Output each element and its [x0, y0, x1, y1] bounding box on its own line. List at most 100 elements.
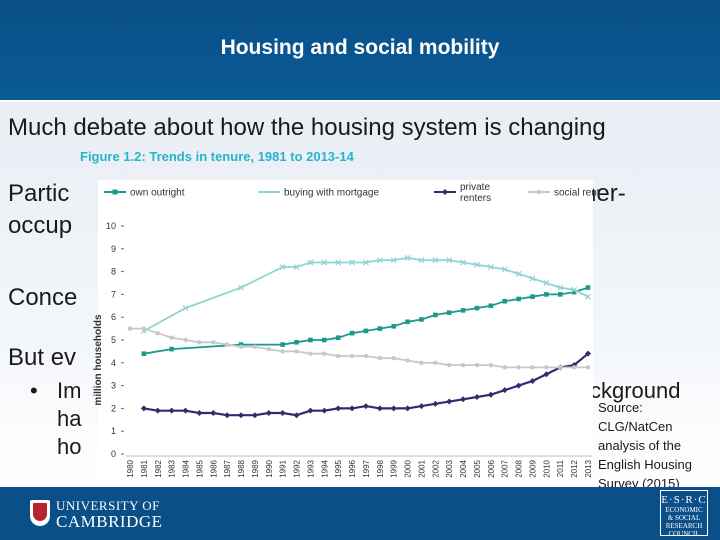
- data-point: [238, 344, 244, 350]
- esrc-logo: E·S·R·C ECONOMIC & SOCIAL RESEARCH COUNC…: [660, 490, 708, 538]
- data-point: [210, 409, 217, 416]
- data-point: [321, 407, 328, 414]
- legend-label: private: [460, 182, 490, 193]
- data-point: [335, 335, 341, 341]
- x-tick-label: 1995: [334, 459, 343, 477]
- x-tick-label: 2013: [584, 459, 593, 477]
- data-point: [140, 405, 147, 412]
- data-point: [543, 280, 550, 286]
- data-point: [460, 362, 466, 368]
- data-point: [168, 407, 175, 414]
- data-point: [169, 335, 174, 340]
- x-tick-label: 2006: [487, 459, 496, 477]
- x-tick-label: 2012: [570, 459, 579, 477]
- data-point: [488, 362, 494, 368]
- data-point: [418, 257, 425, 264]
- series-line-social-renters: [130, 327, 588, 369]
- x-tick-label: 2002: [431, 459, 440, 477]
- data-point: [335, 259, 342, 266]
- data-point: [362, 403, 369, 410]
- data-point: [238, 412, 245, 419]
- data-point: [182, 407, 189, 414]
- data-point: [293, 264, 300, 270]
- series-line-buying-with-mortgage: [143, 256, 589, 332]
- data-point: [404, 254, 411, 261]
- data-point: [585, 285, 591, 290]
- x-tick-label: 2001: [417, 459, 426, 477]
- university-line1: UNIVERSITY OF: [56, 498, 160, 513]
- y-tick-label: 1: [111, 426, 116, 436]
- x-tick-label: 1989: [251, 459, 260, 477]
- x-tick-label: 2004: [459, 459, 468, 477]
- university-line2: CAMBRIDGE: [56, 512, 163, 531]
- data-point: [349, 405, 356, 412]
- data-point: [280, 349, 285, 354]
- slide-title: Housing and social mobility: [220, 36, 500, 59]
- chart-legend: own outright buying with mortgage privater…: [104, 182, 600, 204]
- data-point: [460, 259, 467, 266]
- x-tick-label: 1985: [195, 459, 204, 477]
- data-point: [307, 259, 314, 266]
- data-point: [238, 342, 244, 347]
- data-point: [308, 351, 313, 356]
- legend-label: own outright: [130, 188, 185, 199]
- y-tick-label: 5: [111, 335, 116, 345]
- data-point: [294, 349, 299, 354]
- x-tick-label: 2008: [515, 459, 524, 477]
- bullet-3: Conce: [8, 284, 78, 311]
- x-tick-label: 1981: [140, 459, 149, 477]
- data-point: [419, 317, 424, 322]
- data-point: [169, 346, 174, 352]
- x-tick-label: 1990: [265, 459, 274, 477]
- data-point: [571, 286, 578, 293]
- data-point: [585, 350, 591, 357]
- data-point: [418, 403, 425, 410]
- data-point: [530, 294, 535, 299]
- y-tick-label: 4: [111, 358, 116, 368]
- data-point: [432, 400, 439, 407]
- x-tick-label: 2000: [404, 459, 413, 477]
- data-point: [224, 412, 231, 419]
- x-tick-label: 2009: [528, 459, 537, 477]
- legend-marker: [536, 189, 542, 195]
- data-point: [558, 365, 563, 370]
- chart-background: [98, 180, 593, 480]
- data-point: [516, 296, 521, 302]
- x-tick-label: 1998: [376, 459, 385, 477]
- data-point: [280, 342, 285, 347]
- data-point: [571, 289, 577, 295]
- data-point: [433, 312, 438, 318]
- x-tick-label: 1992: [293, 459, 302, 477]
- data-point: [293, 412, 300, 419]
- data-point: [377, 356, 383, 361]
- chart-title: Figure 1.2: Trends in tenure, 1981 to 20…: [80, 149, 354, 164]
- x-tick-label: 2011: [556, 459, 565, 477]
- data-point: [446, 310, 452, 315]
- data-point: [474, 261, 480, 268]
- data-point: [321, 259, 328, 266]
- x-tick-label: 1993: [306, 459, 315, 477]
- data-point: [404, 405, 411, 412]
- x-tick-label: 1987: [223, 459, 232, 477]
- title-bar: Housing and social mobility: [0, 0, 720, 100]
- data-point: [473, 394, 480, 400]
- x-tick-label: 1999: [390, 459, 399, 477]
- data-point: [362, 259, 369, 266]
- data-point: [266, 346, 271, 352]
- data-point: [515, 270, 522, 277]
- cambridge-crest-icon: [30, 500, 50, 526]
- tenure-chart: own outright buying with mortgage privater…: [93, 180, 600, 480]
- data-point: [252, 344, 258, 350]
- data-point: [211, 340, 216, 345]
- data-point: [251, 412, 258, 419]
- data-point: [279, 409, 286, 416]
- data-point: [585, 293, 591, 300]
- y-axis-label: million households: [93, 314, 104, 406]
- sub-bullet-marker: •: [30, 378, 38, 403]
- data-point: [391, 356, 396, 361]
- data-point: [446, 257, 453, 264]
- data-point: [141, 351, 147, 356]
- bullet-2-line2: occup: [8, 212, 73, 239]
- data-point: [529, 275, 536, 282]
- legend-label: social renters: [554, 188, 600, 199]
